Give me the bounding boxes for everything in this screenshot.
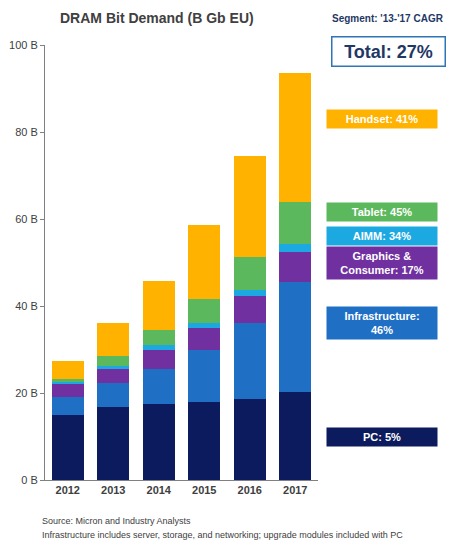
svg-text:Infrastructure includes server: Infrastructure includes server, storage,… — [42, 530, 403, 540]
svg-text:100 B: 100 B — [9, 39, 38, 51]
svg-text:DRAM Bit Demand (B Gb EU): DRAM Bit Demand (B Gb EU) — [60, 10, 254, 26]
svg-text:2017: 2017 — [283, 484, 307, 496]
svg-text:40 B: 40 B — [15, 300, 38, 312]
svg-text:Source: Micron and Industry An: Source: Micron and Industry Analysts — [42, 516, 191, 526]
svg-text:Tablet: 45%: Tablet: 45% — [352, 206, 413, 218]
svg-text:2012: 2012 — [56, 484, 80, 496]
svg-text:Segment: '13-'17 CAGR: Segment: '13-'17 CAGR — [332, 13, 444, 24]
svg-text:Graphics &Consumer: 17%: Graphics &Consumer: 17% — [340, 250, 423, 276]
svg-text:20 B: 20 B — [15, 387, 38, 399]
svg-text:Infrastructure:46%: Infrastructure:46% — [344, 310, 419, 336]
svg-text:AIMM: 34%: AIMM: 34% — [353, 230, 411, 242]
svg-text:2013: 2013 — [101, 484, 125, 496]
svg-text:80 B: 80 B — [15, 126, 38, 138]
svg-text:Total: 27%: Total: 27% — [344, 42, 433, 62]
svg-text:60 B: 60 B — [15, 213, 38, 225]
svg-text:2016: 2016 — [238, 484, 262, 496]
svg-text:PC: 5%: PC: 5% — [363, 431, 401, 443]
svg-text:0 B: 0 B — [21, 474, 38, 486]
svg-text:2014: 2014 — [147, 484, 172, 496]
svg-text:2015: 2015 — [192, 484, 216, 496]
svg-text:Handset: 41%: Handset: 41% — [346, 113, 418, 125]
